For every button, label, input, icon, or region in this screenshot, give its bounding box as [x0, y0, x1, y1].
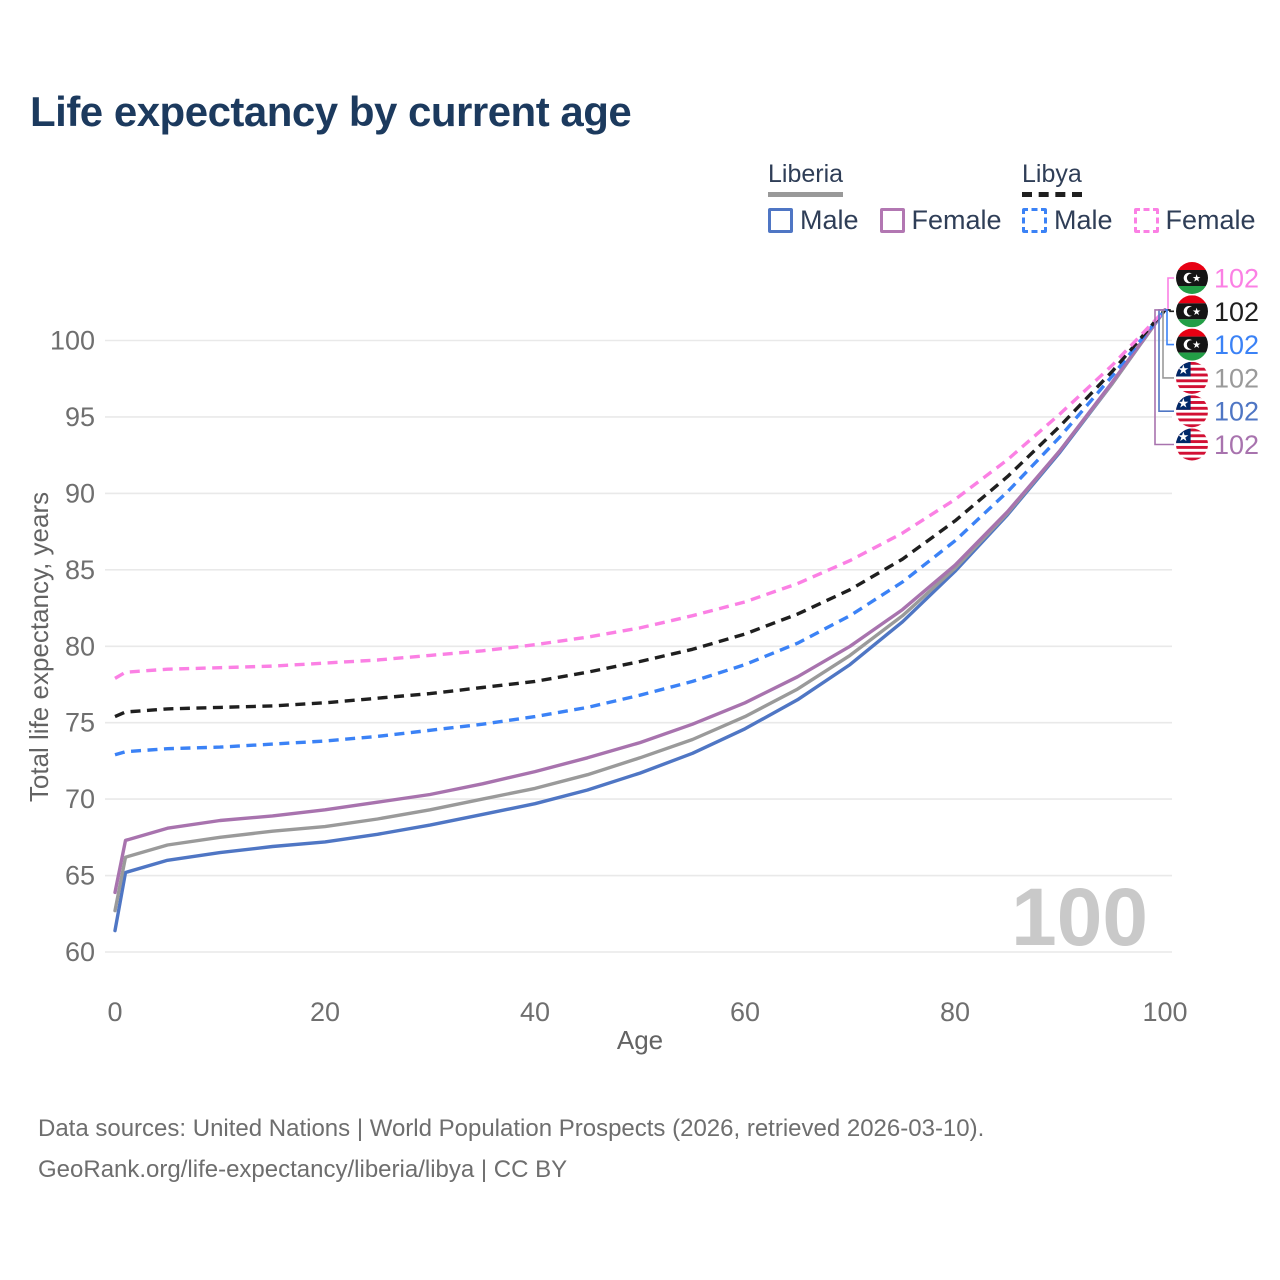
legend-label: Female — [911, 205, 1002, 235]
y-tick-label: 100 — [50, 326, 95, 356]
liberia-flag-icon: ★ — [1176, 395, 1208, 428]
end-value-label: 102 — [1214, 264, 1259, 294]
x-tick-label: 60 — [730, 997, 760, 1027]
legend-item-liberia-male[interactable]: Male — [768, 205, 859, 236]
series-line-liberia-both-sexes[interactable] — [113, 308, 1167, 913]
series-lines — [113, 308, 1167, 933]
end-value-label: 102 — [1214, 330, 1259, 360]
x-tick-label: 100 — [1142, 997, 1187, 1027]
svg-text:★: ★ — [1192, 274, 1201, 285]
legend-group-libya: Libya Male Female — [1022, 160, 1256, 236]
gridlines — [105, 339, 1172, 953]
series-line-liberia-male[interactable] — [113, 308, 1167, 933]
x-tick-label: 20 — [310, 997, 340, 1027]
liberia-flag-icon: ★ — [1176, 428, 1208, 461]
svg-text:★: ★ — [1177, 362, 1189, 377]
y-axis-title: Total life expectancy, years — [24, 492, 54, 802]
legend-item-libya-male[interactable]: Male — [1022, 205, 1113, 236]
series-line-libya-male[interactable] — [114, 308, 1167, 757]
y-tick-label: 90 — [65, 478, 95, 508]
legend-header-libya: Libya — [1022, 160, 1082, 197]
libya-flag-icon: ★ — [1176, 262, 1208, 294]
end-value-label: 102 — [1214, 363, 1259, 393]
legend-label: Male — [800, 205, 859, 235]
legend-label: Female — [1165, 205, 1256, 235]
y-tick-label: 60 — [65, 937, 95, 967]
svg-text:★: ★ — [1177, 429, 1189, 444]
y-tick-label: 85 — [65, 555, 95, 585]
liberia-female-swatch-icon — [879, 208, 905, 233]
age-counter-watermark: 100 — [1011, 872, 1148, 963]
y-tick-label: 95 — [65, 402, 95, 432]
liberia-male-swatch-icon — [768, 208, 793, 233]
legend-item-libya-female[interactable]: Female — [1133, 205, 1256, 236]
x-axis-tick-labels: 0 20 40 60 80 100 — [107, 997, 1187, 1027]
source-url-line: GeoRank.org/life-expectancy/liberia/liby… — [38, 1156, 568, 1183]
y-tick-label: 80 — [65, 631, 95, 661]
libya-flag-icon: ★ — [1176, 295, 1208, 328]
x-axis-title: Age — [617, 1025, 663, 1055]
x-tick-label: 0 — [107, 997, 122, 1027]
legend-label: Male — [1054, 205, 1113, 235]
y-tick-label: 75 — [65, 708, 95, 738]
end-label-leader-line — [1165, 277, 1174, 311]
series-end-labels: ★ 102 ★ 102 ★ 102 ★ 102 ★ 102 ★ 102 — [1154, 262, 1259, 461]
series-line-libya-female[interactable] — [114, 308, 1167, 680]
end-value-label: 102 — [1214, 430, 1259, 460]
svg-text:★: ★ — [1177, 396, 1189, 411]
libya-flag-icon: ★ — [1176, 328, 1208, 361]
legend-group-liberia: Liberia Male Female — [768, 160, 1002, 236]
libya-female-swatch-icon — [1133, 208, 1159, 233]
liberia-flag-icon: ★ — [1176, 361, 1208, 394]
data-sources-line: Data sources: United Nations | World Pop… — [38, 1115, 985, 1142]
series-line-liberia-female[interactable] — [113, 308, 1167, 895]
svg-text:★: ★ — [1192, 307, 1201, 318]
series-line-libya-both-sexes[interactable] — [114, 308, 1167, 719]
libya-male-swatch-icon — [1022, 208, 1047, 233]
legend-item-liberia-female[interactable]: Female — [879, 205, 1002, 236]
end-value-label: 102 — [1214, 397, 1259, 427]
end-value-label: 102 — [1214, 297, 1259, 327]
end-label-leader-line — [1165, 309, 1174, 346]
x-tick-label: 80 — [940, 997, 970, 1027]
svg-text:★: ★ — [1192, 340, 1201, 351]
legend-header-liberia: Liberia — [768, 160, 844, 197]
end-label-leader-line — [1154, 309, 1174, 446]
y-axis-tick-labels: 60 65 70 75 80 85 90 95 100 — [50, 326, 95, 968]
y-tick-label: 65 — [65, 861, 95, 891]
page-title: Life expectancy by current age — [30, 88, 632, 135]
y-tick-label: 70 — [65, 784, 95, 814]
x-tick-label: 40 — [520, 997, 550, 1027]
chart-footer: Data sources: United Nations | World Pop… — [38, 1108, 984, 1190]
